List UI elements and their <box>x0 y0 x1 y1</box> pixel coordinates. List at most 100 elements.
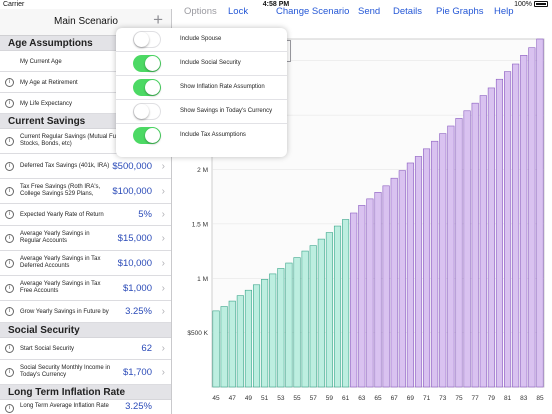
show-todays-currency-toggle[interactable] <box>133 103 161 120</box>
start-social-security-value[interactable]: 62 <box>141 343 152 354</box>
option-include-tax[interactable]: Include Tax Assumptions <box>116 124 287 148</box>
bar-age-60[interactable] <box>333 225 342 388</box>
bar-age-46[interactable] <box>220 306 228 388</box>
row-deferred-tax-savings[interactable]: i Deferred Tax Savings (401k, IRA) $500,… <box>0 154 171 179</box>
info-icon[interactable]: i <box>5 234 14 243</box>
bar-age-57[interactable] <box>309 245 317 388</box>
bar-age-49[interactable] <box>244 289 252 388</box>
option-include-spouse[interactable]: Include Spouse <box>116 28 287 52</box>
bar-age-71[interactable] <box>423 148 431 388</box>
info-icon[interactable]: i <box>5 210 14 219</box>
info-icon[interactable]: i <box>5 344 14 353</box>
add-scenario-icon[interactable]: + <box>153 10 163 29</box>
info-icon[interactable]: i <box>5 78 14 87</box>
info-icon[interactable]: i <box>5 284 14 293</box>
info-icon[interactable]: i <box>5 99 14 108</box>
info-icon[interactable]: i <box>5 307 14 316</box>
info-icon[interactable]: i <box>5 404 14 413</box>
bar-age-76[interactable] <box>463 110 471 388</box>
bar-age-65[interactable] <box>374 192 382 388</box>
bar-age-52[interactable] <box>269 273 277 388</box>
send-button[interactable]: Send <box>358 6 381 17</box>
bar-age-55[interactable] <box>293 257 301 388</box>
option-show-inflation[interactable]: Show Inflation Rate Assumption <box>116 76 287 100</box>
bar-age-67[interactable] <box>390 177 398 388</box>
bar-age-59[interactable] <box>325 232 333 388</box>
bar-age-61[interactable] <box>342 219 350 388</box>
bar-age-77[interactable] <box>471 102 479 388</box>
bar-age-45[interactable] <box>212 310 220 388</box>
row-social-security-income[interactable]: i Social Security Monthly Income in Toda… <box>0 360 171 385</box>
bar-age-72[interactable] <box>431 140 439 388</box>
option-label: Show Inflation Rate Assumption <box>180 84 265 90</box>
bar-age-50[interactable] <box>252 284 261 388</box>
chart-svg: $500 K1 M1.5 M2 M2.5 M3 M454749515355575… <box>187 38 545 402</box>
option-show-todays-currency[interactable]: Show Savings in Today's Currency <box>116 100 287 124</box>
include-social-security-toggle[interactable] <box>133 55 161 72</box>
options-button[interactable]: Options <box>184 6 217 17</box>
bar-age-53[interactable] <box>277 268 285 388</box>
option-label: Include Social Security <box>180 60 241 66</box>
bar-age-66[interactable] <box>382 185 390 388</box>
bar-age-74[interactable] <box>447 125 455 388</box>
row-tax-free-savings[interactable]: i Tax Free Savings (Roth IRA's, College … <box>0 179 171 204</box>
row-grow-yearly-savings[interactable]: i Grow Yearly Savings in Future by 3.25%… <box>0 301 171 323</box>
info-icon[interactable]: i <box>5 259 14 268</box>
bar-age-70[interactable] <box>414 156 423 388</box>
show-inflation-toggle[interactable] <box>133 79 161 96</box>
row-inflation-rate[interactable]: i Long Term Average Inflation Rate 3.25% <box>0 400 171 414</box>
row-rate-of-return[interactable]: i Expected Yearly Rate of Return 5% › <box>0 204 171 226</box>
bar-age-80[interactable] <box>495 78 504 388</box>
info-icon[interactable]: i <box>5 162 14 171</box>
inflation-rate-value[interactable]: 3.25% <box>125 401 152 412</box>
bar-age-84[interactable] <box>528 47 536 388</box>
tax-free-savings-value[interactable]: $100,000 <box>112 186 152 197</box>
info-icon[interactable]: i <box>5 368 14 377</box>
bar-age-63[interactable] <box>358 205 366 388</box>
bar-age-56[interactable] <box>301 250 309 388</box>
bar-age-81[interactable] <box>504 71 512 388</box>
bar-age-79[interactable] <box>487 87 495 388</box>
scenario-sidebar[interactable]: Main Scenario + Age Assumptions My Curre… <box>0 9 172 414</box>
bar-age-47[interactable] <box>228 300 236 388</box>
details-button[interactable]: Details <box>393 6 423 17</box>
lock-button[interactable]: Lock <box>228 6 249 17</box>
help-button[interactable]: Help <box>494 6 514 17</box>
bar-age-75[interactable] <box>455 118 463 388</box>
include-tax-toggle[interactable] <box>133 127 161 144</box>
social-security-income-value[interactable]: $1,700 <box>122 367 152 378</box>
bar-age-73[interactable] <box>439 133 447 388</box>
top-nav-bar: Options Lock Change Scenario Send Detail… <box>172 0 552 27</box>
info-icon[interactable]: i <box>5 137 14 146</box>
row-yearly-tax-free-savings[interactable]: i Average Yearly Savings in Tax Free Acc… <box>0 276 171 301</box>
grow-yearly-savings-value[interactable]: 3.25% <box>125 306 152 317</box>
deferred-tax-savings-value[interactable]: $500,000 <box>112 161 152 172</box>
yearly-deferred-savings-value[interactable]: $10,000 <box>117 258 152 269</box>
option-include-social-security[interactable]: Include Social Security <box>116 52 287 76</box>
x-tick-label: 73 <box>439 395 447 402</box>
bar-age-58[interactable] <box>317 238 325 388</box>
bar-age-48[interactable] <box>236 295 244 388</box>
yearly-tax-free-savings-value[interactable]: $1,000 <box>122 283 152 294</box>
chevron-right-icon: › <box>161 283 165 294</box>
bar-age-78[interactable] <box>479 95 487 388</box>
bar-age-69[interactable] <box>406 162 414 388</box>
bar-age-83[interactable] <box>520 55 528 388</box>
include-spouse-toggle[interactable] <box>133 31 161 48</box>
bar-age-54[interactable] <box>285 262 293 388</box>
bar-age-51[interactable] <box>261 279 269 388</box>
row-start-social-security[interactable]: i Start Social Security 62 › <box>0 338 171 360</box>
x-tick-label: 55 <box>293 395 301 402</box>
change-scenario-button[interactable]: Change Scenario <box>276 6 350 17</box>
row-yearly-regular-savings[interactable]: i Average Yearly Savings in Regular Acco… <box>0 226 171 251</box>
bar-age-62[interactable] <box>350 212 358 388</box>
bar-age-68[interactable] <box>398 170 406 388</box>
rate-of-return-value[interactable]: 5% <box>138 209 152 220</box>
bar-age-82[interactable] <box>512 63 520 388</box>
bar-age-64[interactable] <box>366 198 374 388</box>
info-icon[interactable]: i <box>5 187 14 196</box>
pie-graphs-button[interactable]: Pie Graphs <box>436 6 484 17</box>
row-yearly-deferred-savings[interactable]: i Average Yearly Savings in Tax Deferred… <box>0 251 171 276</box>
yearly-regular-savings-value[interactable]: $15,000 <box>117 233 152 244</box>
bar-age-85[interactable] <box>536 38 544 388</box>
